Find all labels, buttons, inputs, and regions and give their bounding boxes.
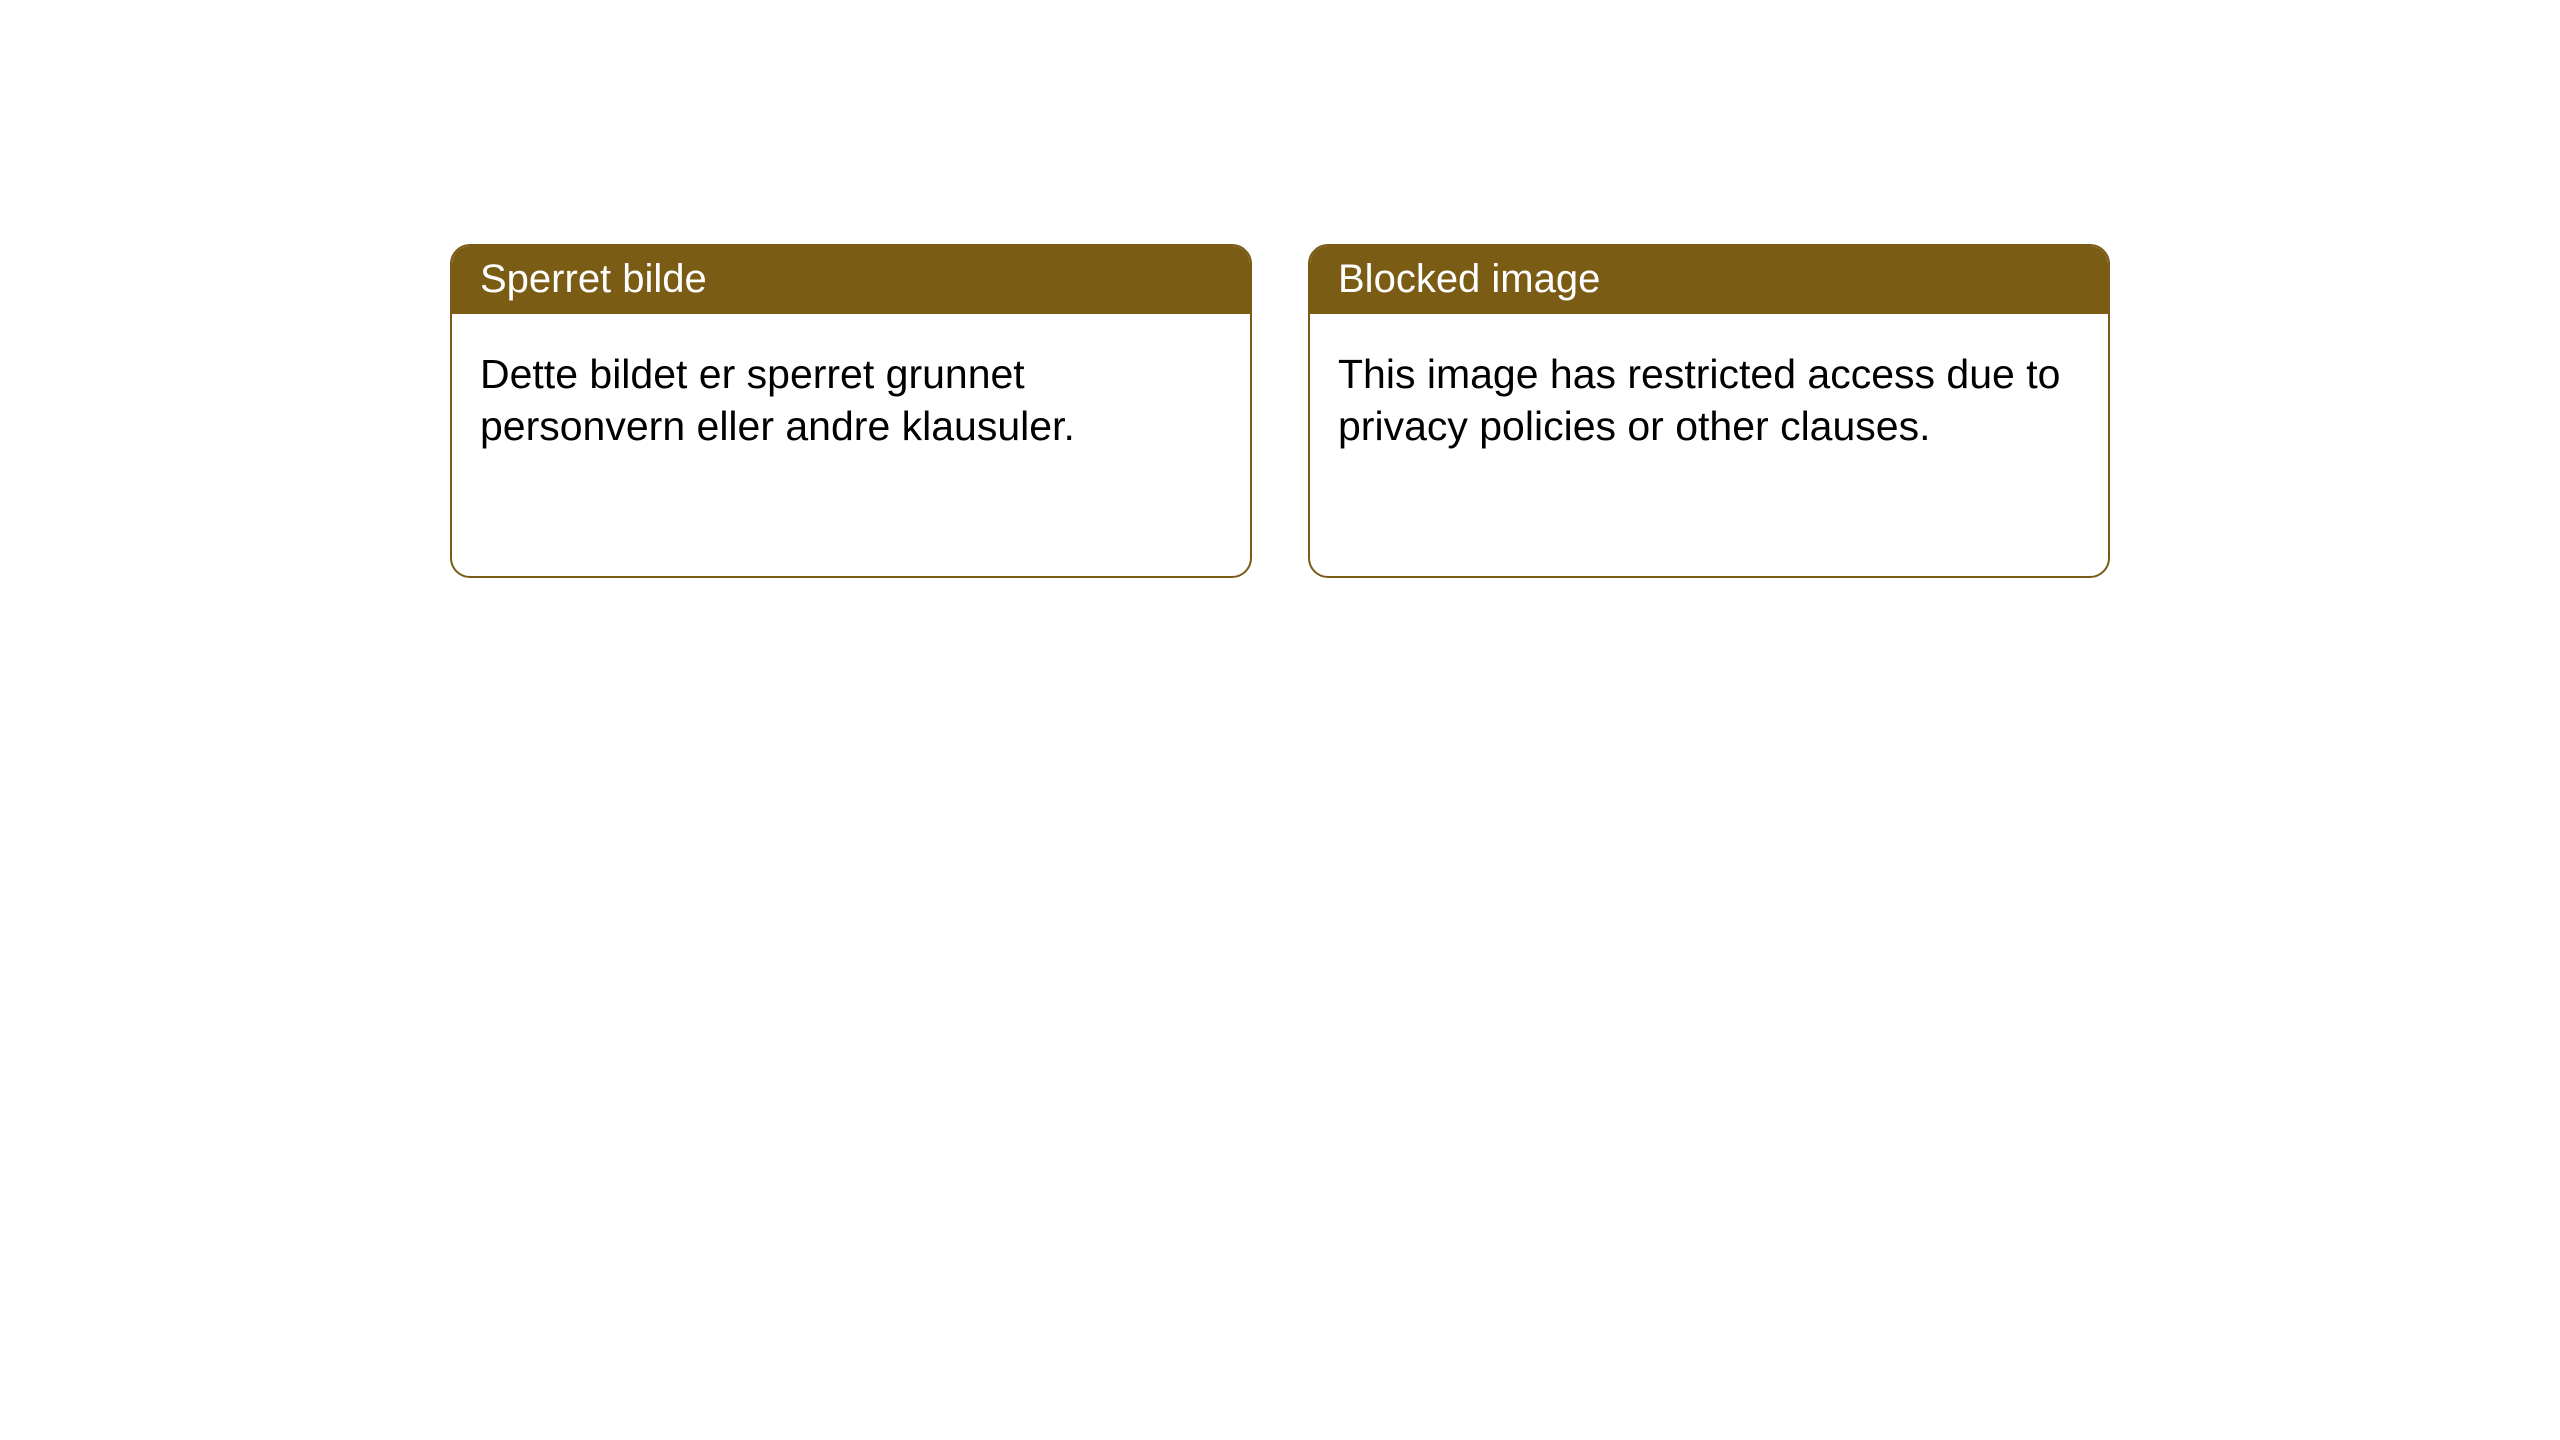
notice-card-title: Blocked image <box>1310 246 2108 314</box>
notice-card-english: Blocked image This image has restricted … <box>1308 244 2110 578</box>
notice-card-norwegian: Sperret bilde Dette bildet er sperret gr… <box>450 244 1252 578</box>
notice-card-body: This image has restricted access due to … <box>1310 314 2108 481</box>
notice-card-title: Sperret bilde <box>452 246 1250 314</box>
notice-card-body: Dette bildet er sperret grunnet personve… <box>452 314 1250 481</box>
notice-cards-container: Sperret bilde Dette bildet er sperret gr… <box>0 0 2560 578</box>
